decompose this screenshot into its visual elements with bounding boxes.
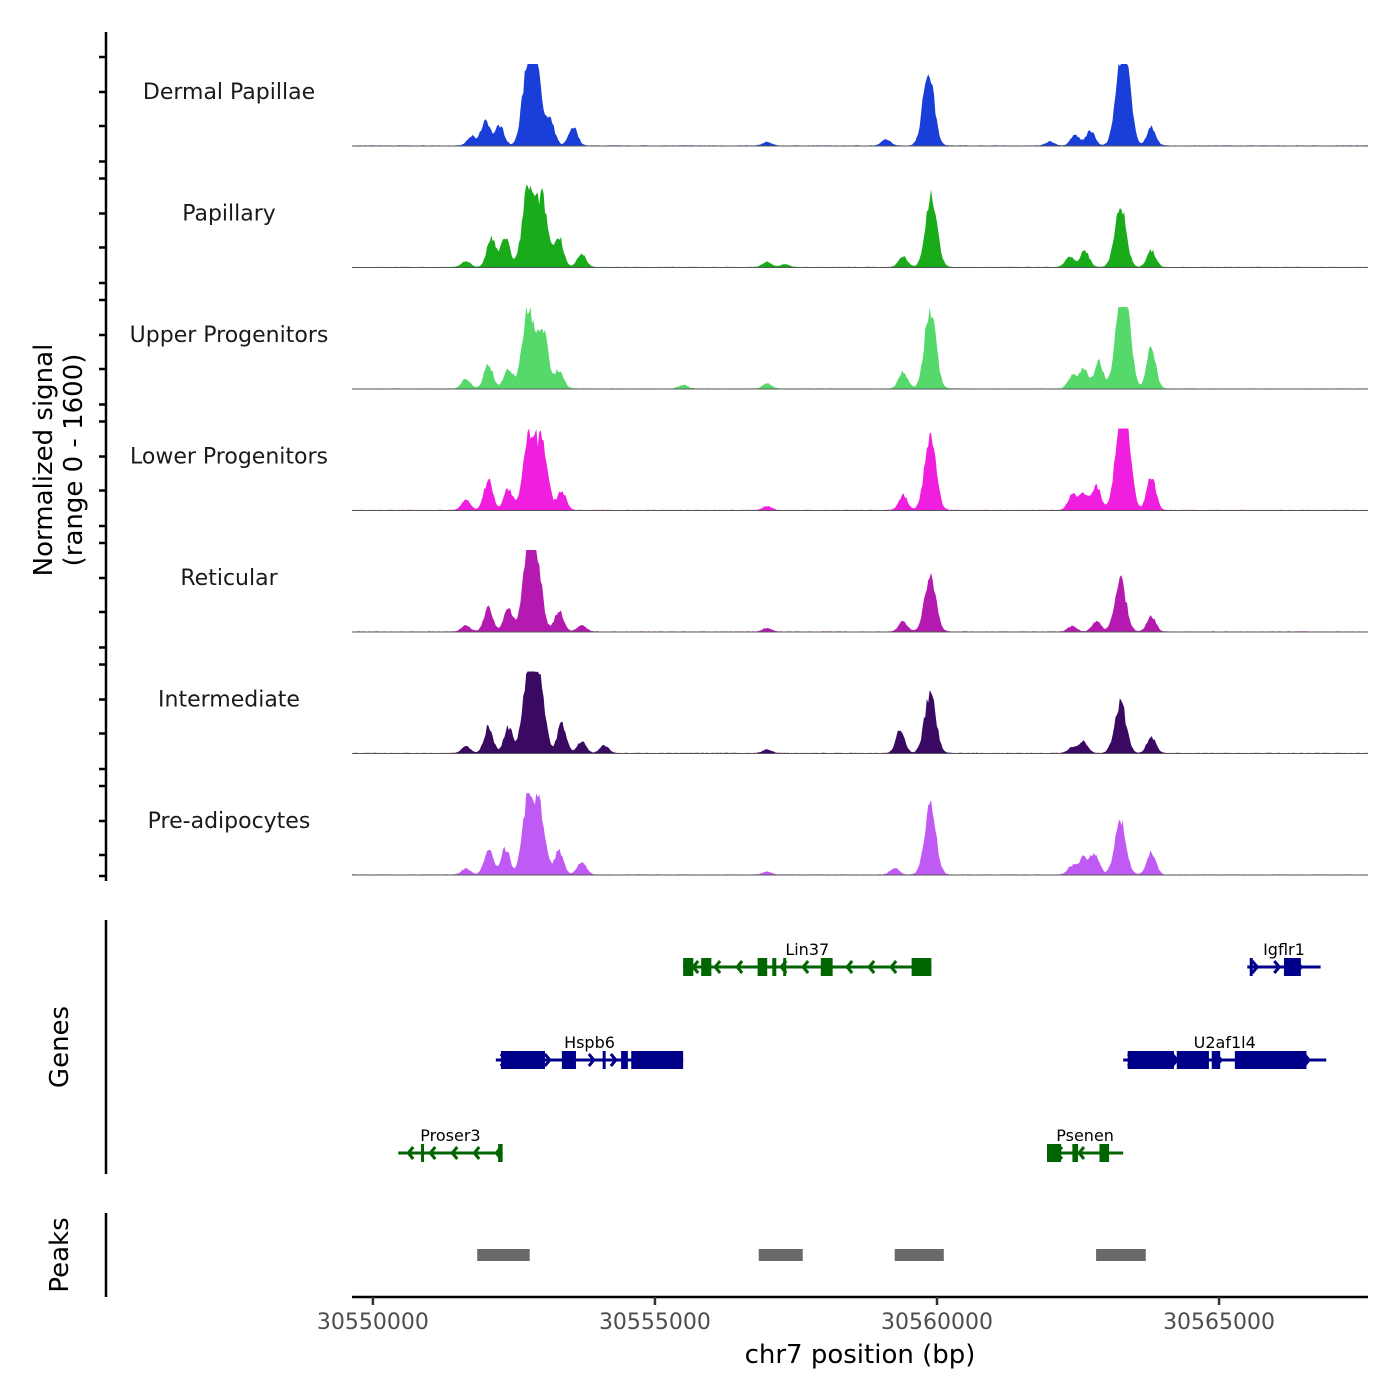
- gene-label: U2af1l4: [1194, 1033, 1256, 1052]
- strand-arrow-icon: [1273, 960, 1282, 974]
- exon: [621, 1051, 628, 1069]
- gene-label: Psenen: [1056, 1126, 1114, 1145]
- strand-arrow-icon: [428, 1146, 437, 1160]
- exon: [820, 958, 833, 976]
- coverage-area: [352, 185, 1368, 268]
- gene-track: Lin37 Igflr1 Hspb6 U2af1l4 Proser3 Psenen: [398, 940, 1327, 1162]
- coverage-track: Upper Progenitors: [130, 307, 1368, 390]
- exon: [500, 1051, 545, 1069]
- coverage-area: [352, 550, 1368, 632]
- track-label: Lower Progenitors: [130, 445, 328, 470]
- exon: [498, 1144, 503, 1162]
- strand-arrow-icon: [889, 960, 898, 974]
- coverage-area: [352, 671, 1368, 754]
- gene-model: Igflr1: [1247, 940, 1321, 976]
- x-tick-label: 30560000: [881, 1310, 993, 1335]
- strand-arrow-icon: [406, 1146, 415, 1160]
- exon: [772, 958, 777, 976]
- gene-model: U2af1l4: [1123, 1033, 1327, 1069]
- track-label: Papillary: [182, 202, 276, 227]
- track-label: Intermediate: [158, 688, 300, 713]
- coverage-area: [352, 428, 1368, 511]
- x-tick-label: 30550000: [317, 1310, 429, 1335]
- exon: [1234, 1051, 1307, 1069]
- coverage-track: Pre-adipocytes: [148, 793, 1368, 876]
- strand-arrow-icon: [845, 960, 854, 974]
- strand-arrow-icon: [713, 960, 722, 974]
- strand-arrow-icon: [867, 960, 876, 974]
- track-label: Upper Progenitors: [130, 323, 329, 348]
- gene-model: Psenen: [1047, 1126, 1124, 1162]
- coverage-area: [352, 64, 1368, 146]
- coverage-y-ticks: [99, 55, 106, 878]
- x-axis-title: chr7 position (bp): [745, 1340, 976, 1370]
- exon: [1099, 1144, 1110, 1162]
- exon: [1176, 1051, 1209, 1069]
- track-label: Dermal Papillae: [143, 80, 315, 105]
- coverage-track: Lower Progenitors: [130, 428, 1368, 511]
- strand-arrow-icon: [801, 960, 810, 974]
- exon: [561, 1051, 576, 1069]
- coverage-track: Dermal Papillae: [143, 64, 1368, 147]
- strand-arrow-icon: [450, 1146, 459, 1160]
- coverage-area: [352, 793, 1368, 875]
- peak-region: [758, 1249, 803, 1261]
- strand-arrow-icon: [609, 1053, 618, 1067]
- exon: [757, 958, 768, 976]
- coverage-track: Intermediate: [158, 671, 1368, 754]
- coverage-track: Papillary: [182, 185, 1368, 268]
- track-label: Reticular: [180, 566, 278, 591]
- coverage-tracks: Dermal Papillae Papillary Upper Progenitor…: [130, 64, 1368, 876]
- x-tick-label: 30555000: [599, 1310, 711, 1335]
- gene-model: Hspb6: [495, 1033, 684, 1069]
- peak-region: [477, 1249, 530, 1261]
- exon: [683, 958, 694, 976]
- exon: [911, 958, 932, 976]
- peak-track: [477, 1249, 1146, 1261]
- gene-label: Lin37: [785, 940, 829, 959]
- track-label: Pre-adipocytes: [148, 809, 311, 834]
- coverage-area: [352, 307, 1368, 389]
- exon: [1127, 1051, 1174, 1069]
- exon: [701, 958, 712, 976]
- gene-label: Proser3: [420, 1126, 480, 1145]
- x-tick-label: 30565000: [1163, 1310, 1275, 1335]
- strand-arrow-icon: [1251, 960, 1260, 974]
- strand-arrow-icon: [735, 960, 744, 974]
- x-axis-ticks: 30550000 30555000 30560000 30565000: [317, 1297, 1275, 1335]
- peak-region: [894, 1249, 944, 1261]
- exon: [1072, 1144, 1079, 1162]
- gene-label: Hspb6: [564, 1033, 615, 1052]
- peaks-track-title: Peaks: [45, 1217, 75, 1292]
- strand-arrow-icon: [1077, 1146, 1086, 1160]
- peak-region: [1096, 1249, 1146, 1261]
- y-axis-title-line2: (range 0 - 1600): [59, 354, 89, 567]
- exon: [1211, 1051, 1221, 1069]
- gene-label: Igflr1: [1263, 940, 1305, 959]
- y-axis-title-line1: Normalized signal: [29, 344, 59, 577]
- strand-arrow-icon: [543, 1053, 552, 1067]
- coverage-track: Reticular: [180, 550, 1368, 633]
- exon: [1047, 1144, 1062, 1162]
- strand-arrow-icon: [587, 1053, 596, 1067]
- exon: [631, 1051, 684, 1069]
- gene-model: Proser3: [398, 1126, 503, 1162]
- exon: [1283, 958, 1301, 976]
- genes-track-title: Genes: [45, 1006, 75, 1088]
- strand-arrow-icon: [472, 1146, 481, 1160]
- gene-model: Lin37: [683, 940, 932, 976]
